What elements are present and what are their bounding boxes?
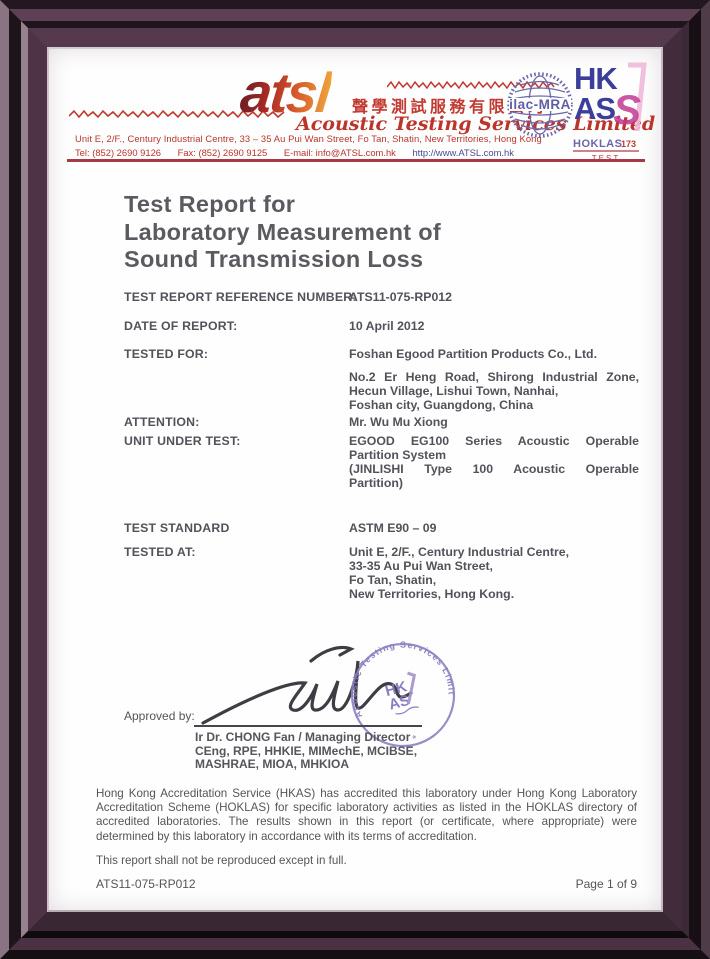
accreditation-line3: accredited laboratories. The results sho… xyxy=(96,815,637,829)
tested-at-line1: Unit E, 2/F., Century Industrial Centre, xyxy=(349,545,570,559)
hkas-logo: HK AS S HOKLAS 173 TEST xyxy=(573,61,647,163)
page-footer-row: ATS11-075-RP012 Page 1 of 9 xyxy=(96,877,637,891)
frame-inner-lip xyxy=(47,47,663,912)
tel-number: Tel: (852) 2690 9126 xyxy=(75,147,161,158)
approver-titles-line1: CEng, RPE, HHKIE, MIMechE, MCIBSE, xyxy=(195,743,418,758)
report-title-line2: Laboratory Measurement of xyxy=(124,218,441,245)
accreditation-line2: Accreditation Scheme (HOKLAS) for specif… xyxy=(96,801,637,815)
tested-for-address-line2: Hecun Village, Lishui Town, Nanhai, xyxy=(349,384,559,398)
ref-number-label: TEST REPORT REFERENCE NUMBER: xyxy=(124,290,357,304)
header-divider-rule xyxy=(67,159,645,162)
unit-under-test-line1: EGOOD EG100 Series Acoustic Operable xyxy=(349,434,639,448)
hkas-letters-hk: HK xyxy=(574,61,618,96)
ilac-mra-logo: ilac-MRA xyxy=(507,72,573,138)
frame-inner-band xyxy=(28,28,682,931)
footer-report-number: ATS11-075-RP012 xyxy=(96,877,196,891)
approved-by-label: Approved by: xyxy=(124,709,195,723)
report-title: Test Report for Laboratory Measurement o… xyxy=(124,191,441,274)
company-contact-line: Tel: (852) 2690 9126 Fax: (852) 2690 912… xyxy=(75,147,514,158)
approver-titles-line2: MASHRAE, MIOA, MHKIOA xyxy=(195,757,349,771)
frame-groove xyxy=(9,9,701,950)
waveform-left-decoration xyxy=(69,109,285,119)
approver-identity: Ir Dr. CHONG Fan / Managing Director CEn… xyxy=(195,730,418,772)
tested-for-address-line1: No.2 Er Heng Road, Shirong Industrial Zo… xyxy=(349,370,639,384)
accreditation-line4: determined by this laboratory in accorda… xyxy=(96,829,477,843)
report-title-line3: Sound Transmission Loss xyxy=(124,246,424,272)
frame-highlight xyxy=(21,21,689,938)
tested-at-line3: Fo Tan, Shatin, xyxy=(349,573,437,587)
unit-under-test-line2: Partition System xyxy=(349,448,447,462)
tested-at-label: TESTED AT: xyxy=(124,545,196,559)
approver-signature xyxy=(201,645,413,725)
waveform-right-decoration xyxy=(387,80,555,90)
test-standard-label: TEST STANDARD xyxy=(124,521,230,535)
hoklas-test-label: TEST xyxy=(592,154,620,163)
date-label: DATE OF REPORT: xyxy=(124,319,238,333)
tested-for-address-line3: Foshan city, Guangdong, China xyxy=(349,398,534,412)
page-indicator: Page 1 of 9 xyxy=(575,877,637,891)
attention-value: Mr. Wu Mu Xiong xyxy=(349,415,448,429)
stamp-star: * xyxy=(411,733,419,746)
stamp-center-pencil xyxy=(407,671,417,705)
date-value: 10 April 2012 xyxy=(349,319,425,333)
hkas-pink-stroke xyxy=(628,62,647,132)
company-name-english: Acoustic Testing Services Limited xyxy=(296,113,656,135)
website-url: http://www.ATSL.com.hk xyxy=(412,147,514,158)
test-standard-value: ASTM E90 – 09 xyxy=(349,521,437,535)
hkas-letters-as: AS xyxy=(574,91,615,126)
report-title-line1: Test Report for xyxy=(124,191,296,217)
fax-number: Fax: (852) 2690 9125 xyxy=(177,147,268,158)
tested-for-value: Foshan Egood Partition Products Co., Ltd… xyxy=(349,347,597,361)
unit-under-test-label: UNIT UNDER TEST: xyxy=(124,434,241,448)
reproduction-note: This report shall not be reproduced exce… xyxy=(96,854,347,867)
hoklas-label: HOKLAS xyxy=(573,138,622,150)
signature-line xyxy=(194,725,422,727)
tested-for-label: TESTED FOR: xyxy=(124,347,209,361)
hkas-magenta-s: S xyxy=(613,86,641,133)
unit-under-test-line4: Partition) xyxy=(349,476,403,490)
stamp-center-as: AS xyxy=(387,692,412,714)
accreditation-statement: Hong Kong Accreditation Service (HKAS) h… xyxy=(96,787,637,844)
report-page: atsl 聲學測試服務有限公司 Acoustic Testing Service… xyxy=(49,49,661,910)
tested-at-line2: 33-35 Au Pui Wan Street, xyxy=(349,559,493,573)
accreditation-line1: Hong Kong Accreditation Service (HKAS) h… xyxy=(96,787,637,800)
email-address: E-mail: info@ATSL.com.hk xyxy=(283,147,396,158)
company-name-chinese: 聲學測試服務有限公司 xyxy=(352,99,548,116)
ref-number-value: ATS11-075-RP012 xyxy=(349,290,452,304)
ilac-mra-label: ilac-MRA xyxy=(509,97,571,112)
stamp-center-hk: HK xyxy=(383,678,408,700)
attention-label: ATTENTION: xyxy=(124,415,200,429)
unit-under-test-line3: (JINLISHI Type 100 Acoustic Operable xyxy=(349,462,639,476)
hoklas-number: 173 xyxy=(621,139,636,149)
tested-at-line4: New Territories, Hong Kong. xyxy=(349,587,515,601)
approver-name: Ir Dr. CHONG Fan / Managing Director xyxy=(195,730,411,744)
company-address: Unit E, 2/F., Century Industrial Centre,… xyxy=(75,133,542,144)
